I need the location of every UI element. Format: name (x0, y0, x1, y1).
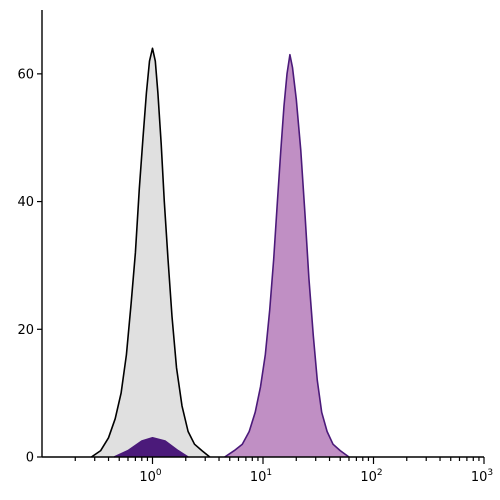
y-tick-label: 60 (17, 67, 34, 82)
histogram-outline-3 (113, 437, 189, 458)
histogram-outline-2 (224, 53, 350, 458)
histogram-area-2 (224, 54, 349, 457)
ticks-layer: 0 20 40 60 100 101 102 103 (17, 67, 493, 485)
histogram-area-3 (114, 437, 189, 457)
series-layer (90, 47, 350, 458)
x-tick-label: 103 (471, 468, 493, 485)
histogram-area-1 (91, 48, 210, 458)
x-tick-label: 102 (360, 468, 382, 485)
x-tick-label: 101 (250, 468, 272, 485)
y-tick-label: 20 (17, 323, 34, 338)
y-tick-label: 0 (26, 451, 34, 466)
histogram-outline-1 (90, 47, 211, 458)
y-tick-label: 40 (17, 195, 34, 210)
x-tick-label: 100 (139, 468, 162, 485)
